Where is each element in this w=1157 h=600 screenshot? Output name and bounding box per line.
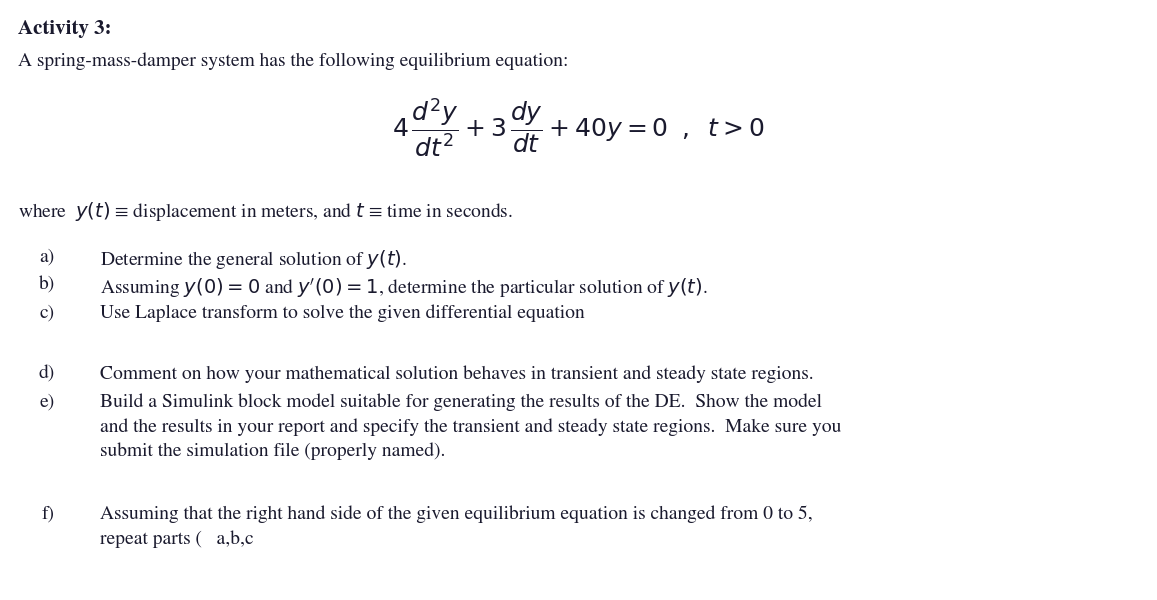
Text: d): d) (38, 365, 56, 383)
Text: Use Laplace transform to solve the given differential equation: Use Laplace transform to solve the given… (100, 304, 584, 322)
Text: c): c) (39, 304, 56, 321)
Text: A spring-mass-damper system has the following equilibrium equation:: A spring-mass-damper system has the foll… (19, 52, 568, 70)
Text: $4\,\dfrac{d^2y}{dt^2} + 3\,\dfrac{dy}{dt} + 40y = 0 \;\;,\;\; t > 0$: $4\,\dfrac{d^2y}{dt^2} + 3\,\dfrac{dy}{d… (392, 97, 765, 159)
Text: Comment on how your mathematical solution behaves in transient and steady state : Comment on how your mathematical solutio… (100, 365, 813, 383)
Text: where  $y(t)$ ≡ displacement in meters, and $t$ ≡ time in seconds.: where $y(t)$ ≡ displacement in meters, a… (19, 200, 513, 223)
Text: Activity 3:: Activity 3: (19, 20, 111, 38)
Text: f): f) (42, 506, 56, 523)
Text: e): e) (39, 394, 56, 411)
Text: a): a) (39, 248, 56, 265)
Text: Build a Simulink block model suitable for generating the results of the DE.  Sho: Build a Simulink block model suitable fo… (100, 394, 841, 460)
Text: Assuming that the right hand side of the given equilibrium equation is changed f: Assuming that the right hand side of the… (100, 506, 812, 548)
Text: Assuming $y(0) = 0$ and $y'(0) = 1$, determine the particular solution of $y(t)$: Assuming $y(0) = 0$ and $y'(0) = 1$, det… (100, 276, 708, 300)
Text: b): b) (38, 276, 56, 293)
Text: Determine the general solution of $y(t)$.: Determine the general solution of $y(t)$… (100, 248, 407, 271)
